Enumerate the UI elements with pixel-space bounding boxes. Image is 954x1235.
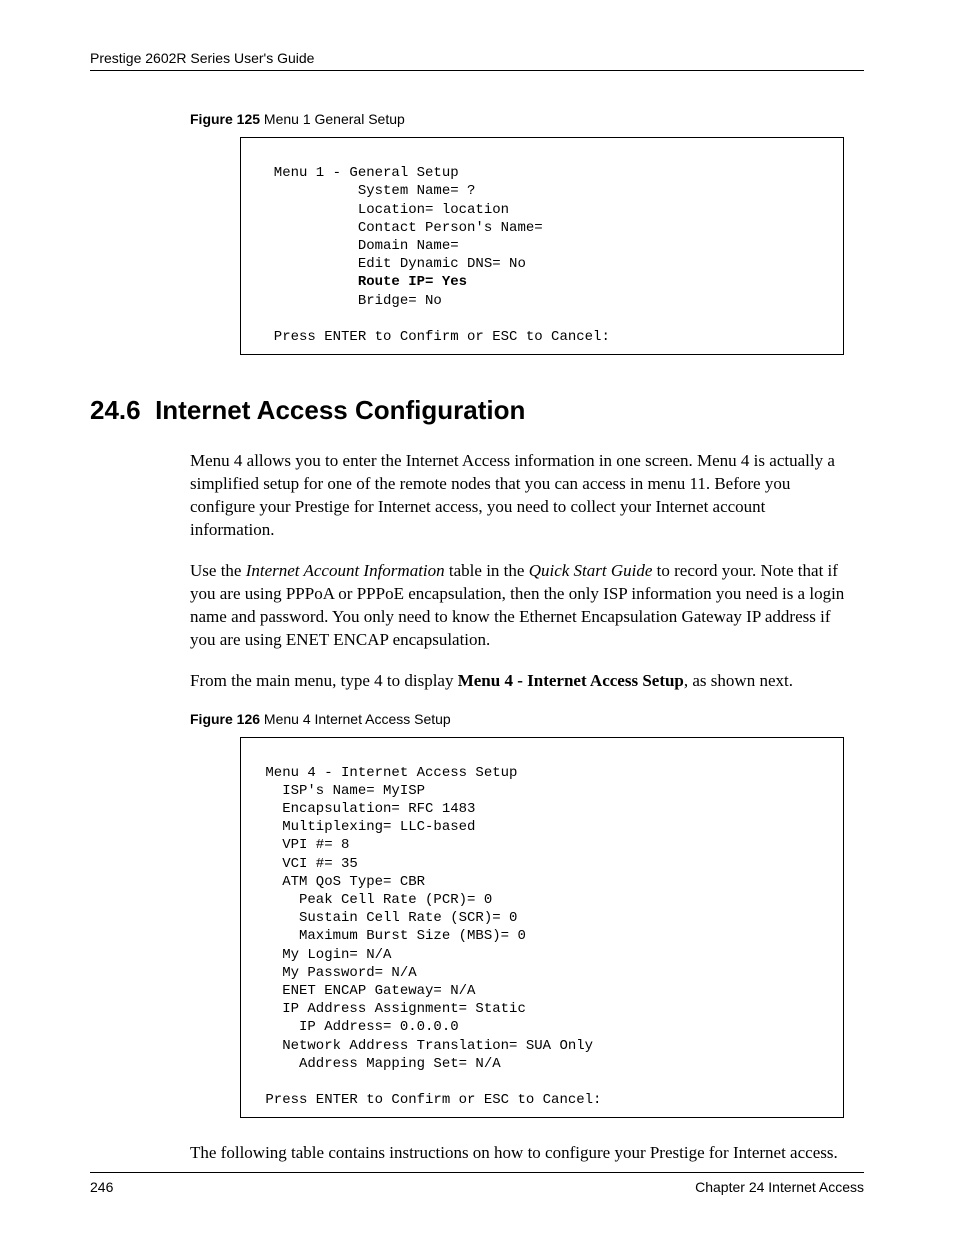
menu1-line: System Name= ? [257,183,475,199]
para2-italic-1: Internet Account Information [246,561,445,580]
para3-post: , as shown next. [684,671,793,690]
menu1-footer: Press ENTER to Confirm or ESC to Cancel: [257,329,610,345]
para3-bold: Menu 4 - Internet Access Setup [458,671,684,690]
menu4-line: ISP's Name= MyISP [257,783,425,799]
figure-125-terminal: Menu 1 - General Setup System Name= ? Lo… [240,137,844,355]
paragraph-1: Menu 4 allows you to enter the Internet … [190,450,854,542]
menu4-line: My Password= N/A [257,965,417,981]
menu4-line: IP Address Assignment= Static [257,1001,526,1017]
menu4-line: Network Address Translation= SUA Only [257,1038,593,1054]
menu4-line: Maximum Burst Size (MBS)= 0 [257,928,526,944]
menu1-line: Location= location [257,202,509,218]
figure-126-terminal: Menu 4 - Internet Access Setup ISP's Nam… [240,737,844,1119]
menu4-line: Sustain Cell Rate (SCR)= 0 [257,910,517,926]
section-heading: 24.6 Internet Access Configuration [90,395,864,426]
header-title: Prestige 2602R Series User's Guide [90,50,864,71]
menu1-route-ip: Route IP= Yes [257,274,467,290]
menu4-line: IP Address= 0.0.0.0 [257,1019,459,1035]
para3-pre: From the main menu, type 4 to display [190,671,458,690]
para2-pre: Use the [190,561,246,580]
paragraph-4: The following table contains instruction… [190,1142,854,1165]
section-number: 24.6 [90,395,141,425]
menu4-line: VCI #= 35 [257,856,358,872]
menu4-line: ENET ENCAP Gateway= N/A [257,983,475,999]
figure-125-label: Figure 125 [190,111,260,127]
figure-125-caption: Figure 125 Menu 1 General Setup [190,111,864,127]
page-footer: 246 Chapter 24 Internet Access [90,1172,864,1195]
menu4-line: Peak Cell Rate (PCR)= 0 [257,892,492,908]
menu4-line: ATM QoS Type= CBR [257,874,425,890]
figure-126-caption: Figure 126 Menu 4 Internet Access Setup [190,711,864,727]
page-container: Prestige 2602R Series User's Guide Figur… [0,0,954,1235]
menu4-line: My Login= N/A [257,947,391,963]
menu4-line: VPI #= 8 [257,837,349,853]
section-title-text: Internet Access Configuration [155,395,525,425]
footer-page-number: 246 [90,1179,113,1195]
figure-126-label: Figure 126 [190,711,260,727]
menu4-line: Encapsulation= RFC 1483 [257,801,475,817]
menu4-line: Multiplexing= LLC-based [257,819,475,835]
menu1-line: Edit Dynamic DNS= No [257,256,526,272]
figure-125-desc: Menu 1 General Setup [260,111,405,127]
menu1-bridge: Bridge= No [257,293,442,309]
menu4-line: Address Mapping Set= N/A [257,1056,501,1072]
para2-mid: table in the [445,561,529,580]
menu1-title: Menu 1 - General Setup [257,165,459,181]
paragraph-2: Use the Internet Account Information tab… [190,560,854,652]
menu4-line: Press ENTER to Confirm or ESC to Cancel: [257,1092,601,1108]
menu4-line: Menu 4 - Internet Access Setup [257,765,517,781]
figure-126-desc: Menu 4 Internet Access Setup [260,711,451,727]
footer-chapter: Chapter 24 Internet Access [695,1179,864,1195]
paragraph-3: From the main menu, type 4 to display Me… [190,670,854,693]
menu1-line: Domain Name= [257,238,459,254]
menu1-line: Contact Person's Name= [257,220,543,236]
para2-italic-2: Quick Start Guide [529,561,653,580]
